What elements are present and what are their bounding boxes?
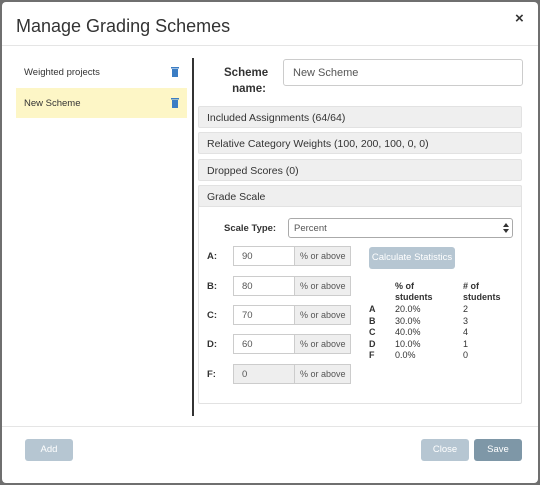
grade-label: D:	[207, 339, 218, 350]
stats-header: % of students	[395, 281, 433, 302]
stats-cell: 10.0%	[395, 338, 421, 349]
input-value: New Scheme	[293, 67, 359, 79]
scale-type-label: Scale Type:	[224, 223, 277, 234]
stats-header: # of students	[463, 281, 501, 302]
scheme-name: New Scheme	[24, 98, 81, 109]
trash-icon[interactable]	[170, 97, 180, 108]
section-title: Included Assignments (64/64)	[207, 112, 346, 124]
section-header[interactable]: Dropped Scores (0)	[198, 159, 522, 181]
scheme-name: Weighted projects	[24, 67, 100, 78]
grade-input[interactable]: 80	[233, 276, 295, 296]
scheme-item[interactable]: Weighted projects	[16, 58, 187, 86]
section-header[interactable]: Grade Scale	[198, 185, 522, 207]
stats-cell: A	[369, 304, 376, 314]
stats-cell: B	[369, 315, 376, 326]
trash-icon[interactable]	[170, 66, 180, 77]
save-button[interactable]: Save	[474, 439, 522, 461]
scale-type-select[interactable]: Percent	[288, 218, 513, 238]
stats-cell: D	[369, 338, 376, 349]
header-divider	[2, 45, 538, 46]
grade-input[interactable]: 60	[233, 334, 295, 354]
grade-input[interactable]: 70	[233, 305, 295, 325]
section-header[interactable]: Included Assignments (64/64)	[198, 106, 522, 128]
footer-divider	[2, 426, 538, 427]
grade-suffix: % or above	[294, 334, 351, 354]
stats-cell: C	[369, 327, 376, 338]
grade-suffix: % or above	[294, 305, 351, 325]
grade-label: C:	[207, 310, 218, 321]
panel-divider	[192, 58, 194, 416]
grade-suffix: % or above	[294, 276, 351, 296]
grade-suffix: % or above	[294, 246, 351, 266]
close-icon[interactable]: ×	[515, 10, 524, 27]
add-button[interactable]: Add	[25, 439, 73, 461]
stats-cell: 4	[463, 327, 469, 338]
stats-cell: 30.0%	[395, 315, 421, 326]
select-arrows	[503, 223, 509, 233]
stats-cell: 1	[463, 338, 469, 349]
grade-label: B:	[207, 281, 218, 292]
stats-cell: 0	[463, 350, 469, 361]
stats-cell: 0.0%	[395, 350, 416, 361]
section-title: Dropped Scores (0)	[207, 165, 299, 177]
stats-cell: 2	[463, 304, 469, 314]
grade-label: F:	[207, 369, 216, 380]
stats-cell: 20.0%	[395, 304, 421, 314]
section-title: Relative Category Weights (100, 200, 100…	[207, 138, 429, 150]
modal-title: Manage Grading Schemes	[16, 16, 231, 36]
close-button[interactable]: Close	[421, 439, 469, 461]
grade-label: A:	[207, 251, 218, 262]
grade-input[interactable]: 90	[233, 246, 295, 266]
section-header[interactable]: Relative Category Weights (100, 200, 100…	[198, 132, 522, 154]
select-value: Percent	[294, 223, 327, 234]
scheme-name-label: Scheme name:	[224, 67, 269, 95]
stats-cell: F	[369, 350, 375, 361]
calculate-button[interactable]: Calculate Statistics	[369, 247, 455, 269]
grade-suffix: % or above	[294, 364, 351, 384]
grade-input: 0	[233, 364, 295, 384]
stats-cell: 3	[463, 315, 469, 326]
scheme-item-selected[interactable]: New Scheme	[16, 88, 187, 118]
stats-cell: 40.0%	[395, 327, 421, 338]
section-title: Grade Scale	[207, 191, 266, 203]
scheme-name-input[interactable]: New Scheme	[283, 59, 523, 86]
